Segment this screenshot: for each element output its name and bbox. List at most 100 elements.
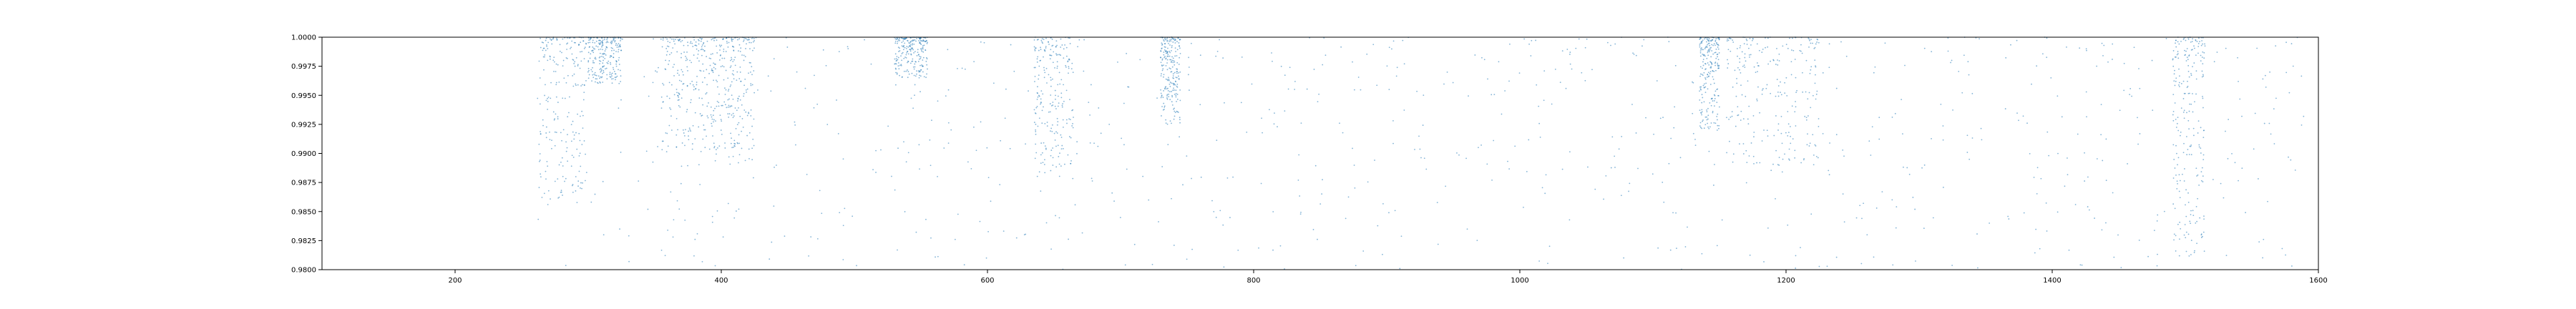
data-point [1072, 177, 1074, 180]
data-point [970, 168, 972, 170]
data-point [916, 38, 918, 39]
data-point [738, 162, 739, 164]
data-point [1731, 115, 1733, 117]
data-point [1088, 102, 1090, 104]
data-point [619, 44, 620, 46]
data-point [2177, 164, 2178, 166]
data-point [1523, 206, 1524, 208]
data-point [672, 47, 674, 49]
data-point [875, 172, 877, 173]
data-point [1778, 53, 1780, 55]
data-point [1795, 255, 1797, 257]
data-point [1715, 69, 1717, 72]
data-point [580, 115, 581, 117]
data-point [2197, 197, 2199, 200]
data-point [1752, 39, 1753, 41]
data-point [628, 260, 630, 263]
data-point [565, 141, 567, 143]
data-point [537, 97, 539, 99]
data-point [1049, 111, 1051, 113]
data-point [975, 149, 977, 152]
data-point [914, 75, 917, 77]
data-point [1324, 54, 1327, 57]
data-point [1800, 162, 1802, 164]
data-point [1172, 82, 1174, 84]
data-point [1493, 139, 1495, 142]
data-point [547, 97, 548, 99]
data-point [919, 74, 920, 77]
data-point [2185, 215, 2187, 217]
data-point [842, 259, 844, 260]
data-point [1436, 202, 1438, 204]
data-point [1810, 42, 1812, 44]
data-point [690, 102, 692, 104]
data-point [1124, 264, 1126, 266]
data-point [567, 74, 569, 77]
data-point [728, 98, 730, 100]
data-point [819, 190, 821, 192]
data-point [1466, 228, 1468, 230]
data-point [2241, 115, 2243, 117]
data-point [753, 92, 756, 94]
data-point [864, 39, 865, 41]
data-point [926, 58, 928, 60]
data-point [1300, 122, 1302, 124]
data-point [2187, 233, 2190, 235]
data-point [1176, 94, 1179, 95]
data-point [572, 85, 575, 87]
data-point [1711, 50, 1713, 52]
data-point [1781, 142, 1783, 144]
data-point [753, 40, 755, 41]
data-point [1767, 37, 1769, 39]
data-point [1113, 200, 1115, 202]
data-point [1673, 127, 1675, 129]
data-point [1729, 116, 1732, 118]
data-point [902, 49, 904, 51]
data-point [1717, 44, 1719, 46]
data-point [1058, 54, 1060, 56]
data-point [1713, 70, 1715, 72]
data-point [1093, 142, 1095, 144]
data-point [672, 66, 674, 68]
data-point [1569, 52, 1571, 53]
data-point [575, 57, 577, 59]
data-point [1610, 44, 1611, 46]
data-point [2196, 242, 2197, 245]
data-point [2176, 152, 2177, 154]
data-point [551, 147, 552, 149]
data-point [562, 195, 563, 196]
data-point [1054, 105, 1056, 107]
data-point [2195, 78, 2197, 80]
data-point [583, 140, 585, 142]
data-point [1942, 125, 1944, 127]
data-point [1498, 61, 1500, 63]
data-point [1508, 168, 1511, 170]
data-point [2178, 43, 2180, 45]
data-point [1767, 135, 1769, 137]
data-point [587, 60, 590, 62]
data-point [1561, 50, 1563, 52]
data-point [1766, 84, 1768, 86]
data-point [2046, 37, 2048, 39]
data-point [912, 39, 914, 41]
data-point [744, 37, 746, 39]
data-point [1708, 72, 1709, 74]
data-point [1815, 98, 1817, 100]
data-point [1175, 94, 1177, 97]
data-point [1083, 70, 1085, 72]
data-point [2057, 211, 2059, 213]
data-point [1058, 156, 1060, 157]
data-point [690, 99, 692, 101]
data-point [719, 46, 721, 48]
data-point [1060, 79, 1063, 81]
data-point [546, 45, 548, 47]
data-point [592, 52, 595, 54]
data-point [1770, 170, 1772, 172]
data-point [1729, 38, 1732, 39]
data-point [547, 204, 549, 205]
data-point [1753, 66, 1755, 68]
data-point [1176, 84, 1179, 85]
data-point [907, 53, 909, 55]
data-point [2188, 255, 2190, 257]
data-point [686, 109, 688, 111]
